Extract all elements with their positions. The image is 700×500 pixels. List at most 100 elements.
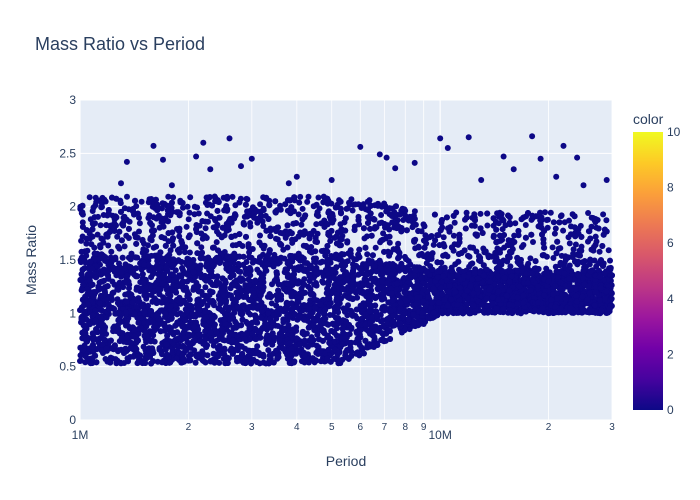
scatter-point — [596, 248, 603, 255]
scatter-point — [361, 235, 368, 242]
scatter-point — [97, 222, 104, 229]
scatter-point — [95, 213, 101, 220]
scatter-point — [557, 213, 564, 220]
scatter-point — [243, 195, 250, 202]
scatter-point — [512, 220, 519, 227]
scatter-point — [198, 244, 205, 251]
scatter-point — [165, 193, 172, 200]
scatter-point — [301, 228, 308, 235]
scatter-point — [414, 278, 421, 285]
scatter-point — [111, 220, 118, 227]
scatter-point — [249, 259, 256, 266]
scatter-point — [585, 210, 592, 216]
scatter-point — [607, 257, 613, 264]
scatter-point — [136, 220, 143, 227]
scatter-point — [603, 217, 610, 224]
scatter-point — [581, 258, 588, 264]
scatter-point — [126, 218, 133, 225]
scatter-point — [463, 209, 470, 216]
scatter-point — [94, 231, 101, 238]
scatter-point — [596, 267, 602, 274]
scatter-point — [178, 273, 185, 280]
scatter-point — [108, 248, 115, 255]
scatter-point — [267, 324, 274, 331]
scatter-point — [416, 252, 423, 259]
scatter-point — [124, 193, 130, 200]
scatter-point — [183, 223, 190, 230]
scatter-point — [566, 240, 573, 247]
scatter-point — [282, 234, 289, 241]
scatter-point — [257, 232, 263, 239]
scatter-point — [332, 314, 339, 321]
scatter-point — [327, 238, 334, 244]
scatter-point — [310, 203, 317, 210]
scatter-point — [172, 267, 179, 274]
scatter-point — [209, 289, 216, 296]
scatter-point — [247, 311, 254, 318]
scatter-point — [354, 294, 361, 301]
scatter-point — [277, 202, 284, 209]
scatter-point — [100, 212, 107, 218]
scatter-point — [552, 225, 559, 232]
scatter-point — [204, 302, 211, 309]
scatter-point — [386, 239, 393, 246]
scatter-point — [184, 203, 191, 210]
scatter-point — [187, 194, 194, 201]
scatter-point — [159, 200, 166, 207]
scatter-point — [210, 342, 217, 349]
scatter-point — [372, 244, 379, 251]
scatter-point — [184, 293, 191, 300]
scatter-point — [386, 233, 393, 240]
scatter-point — [308, 341, 315, 348]
scatter-point — [186, 232, 193, 239]
scatter-point — [105, 242, 112, 249]
scatter-point — [600, 211, 607, 218]
scatter-point — [344, 238, 351, 245]
scatter-point — [511, 232, 518, 239]
scatter-point — [527, 255, 534, 262]
scatter-point — [257, 201, 264, 208]
scatter-point — [334, 325, 340, 332]
scatter-point — [191, 211, 198, 218]
scatter-point — [465, 252, 471, 259]
scatter-point — [297, 193, 304, 200]
scatter-point — [570, 246, 577, 253]
scatter-point — [350, 261, 356, 268]
scatter-point — [473, 231, 480, 238]
scatter-point — [193, 222, 200, 228]
scatter-point — [561, 219, 568, 226]
scatter-point — [326, 312, 333, 318]
scatter-point — [550, 255, 557, 261]
scatter-point — [346, 199, 352, 206]
scatter-point — [296, 199, 303, 206]
scatter-point — [379, 317, 386, 324]
scatter-point — [194, 250, 201, 257]
scatter-point — [202, 284, 209, 291]
scatter-point — [368, 287, 375, 294]
scatter-point — [549, 244, 556, 251]
scatter-point — [123, 232, 130, 239]
scatter-point — [202, 225, 209, 232]
scatter-point — [520, 242, 527, 248]
scatter-point — [468, 222, 475, 229]
scatter-point — [544, 216, 551, 223]
scatter-point — [191, 347, 198, 354]
scatter-point — [373, 224, 380, 231]
scatter-point — [551, 230, 558, 237]
scatter-point — [348, 324, 355, 331]
scatter-point — [364, 251, 371, 258]
scatter-point — [288, 290, 294, 297]
scatter-point — [304, 198, 311, 205]
scatter-point — [590, 247, 597, 254]
scatter-point — [368, 268, 375, 275]
scatter-point — [153, 215, 160, 222]
scatter-point — [335, 309, 342, 316]
scatter-point — [306, 278, 313, 285]
scatter-point — [138, 198, 145, 205]
scatter-point — [86, 194, 93, 201]
scatter-point — [435, 232, 442, 238]
scatter-point — [96, 304, 103, 311]
scatter-point — [180, 204, 186, 211]
scatter-point — [228, 345, 235, 352]
scatter-point — [395, 240, 402, 247]
